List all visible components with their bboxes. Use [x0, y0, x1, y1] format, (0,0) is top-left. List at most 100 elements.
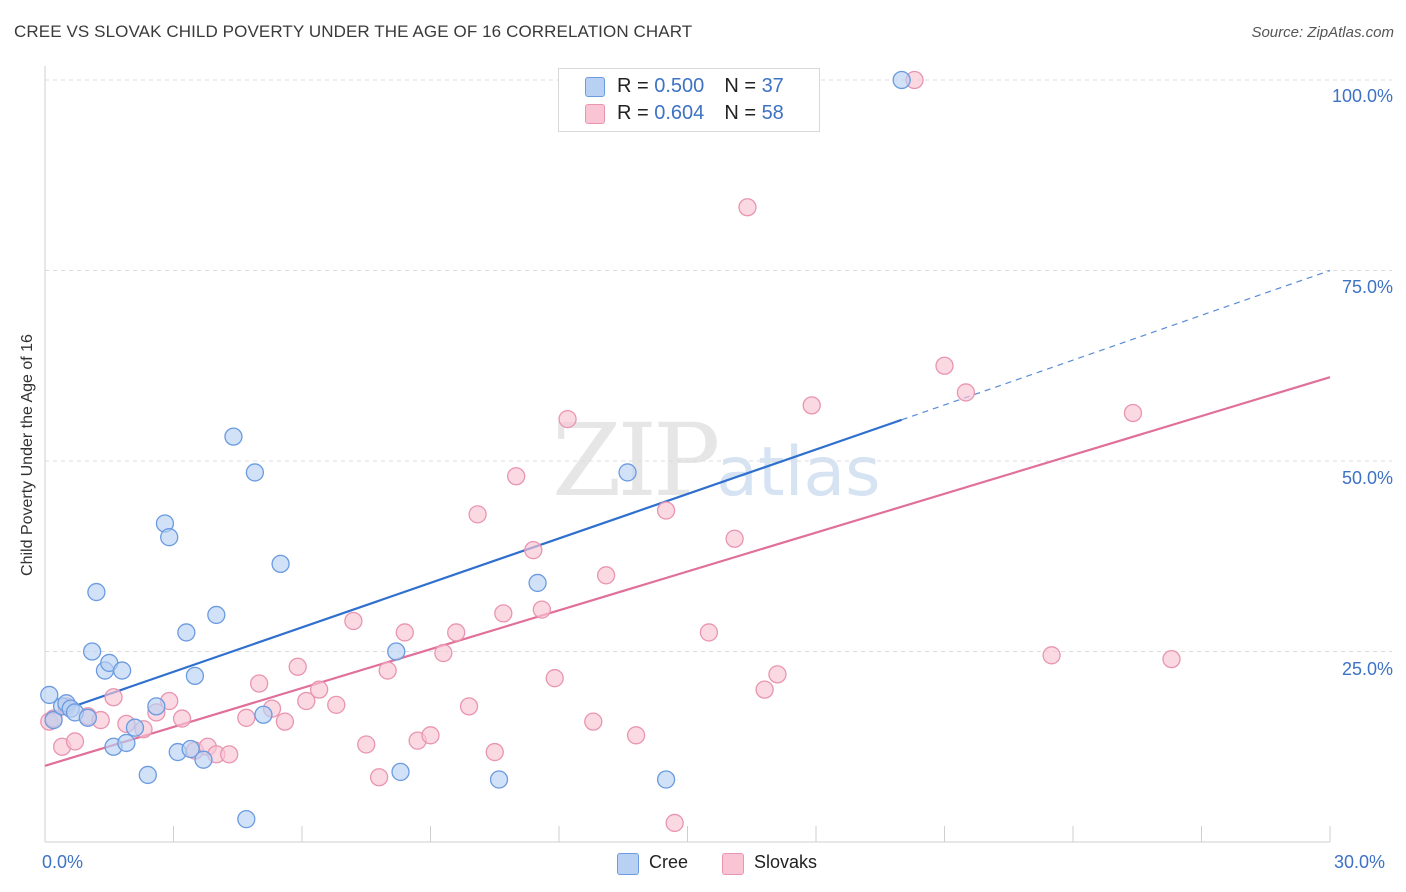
cree-point-26: [237, 809, 256, 829]
watermark: ZIPatlas: [552, 402, 881, 519]
slovak-point-51: [755, 680, 774, 699]
bottom-legend-label-slovaks: Slovaks: [754, 852, 818, 872]
bottom-legend-label-cree: Cree: [649, 852, 689, 872]
trend-line-cree: [44, 418, 903, 718]
y-tick-label-25: 25.0%: [1341, 659, 1393, 679]
slovak-point-35: [468, 505, 487, 524]
slovak-point-21: [288, 657, 307, 676]
slovak-point-44: [596, 566, 616, 585]
slovak-point-52: [768, 665, 787, 684]
cree-point-25: [224, 427, 243, 446]
slovak-point-58: [1123, 403, 1143, 423]
cree-point-24: [207, 605, 226, 625]
slovak-point-25: [344, 611, 363, 631]
cree-point-34: [618, 463, 637, 482]
legend-r-label: R =: [617, 102, 655, 124]
slovak-point-20: [275, 712, 295, 731]
legend-n-value-slovaks: 58: [761, 102, 784, 124]
slovak-point-4: [65, 732, 85, 751]
legend-swatch-cree: [585, 77, 605, 97]
slovak-point-26: [357, 735, 376, 754]
source-label: Source: ZipAtlas.com: [1251, 24, 1394, 41]
slovak-point-16: [220, 745, 239, 764]
cree-point-14: [125, 718, 145, 737]
slovak-point-27: [369, 768, 389, 787]
slovak-point-17: [237, 708, 256, 727]
cree-point-27: [245, 463, 265, 482]
slovak-point-48: [699, 623, 719, 642]
cree-point-29: [271, 554, 290, 574]
slovak-point-55: [935, 356, 954, 375]
slovak-point-53: [802, 396, 821, 415]
cree-point-28: [254, 705, 273, 724]
cree-point-35: [656, 770, 676, 789]
slovak-point-40: [532, 600, 552, 619]
slovak-point-57: [1042, 646, 1061, 665]
slovak-point-47: [665, 813, 684, 833]
slovak-point-7: [104, 688, 123, 707]
slovak-point-28: [378, 661, 397, 680]
legend-swatch-slovaks: [585, 104, 605, 124]
cree-point-7: [82, 642, 102, 661]
watermark-zip: ZIP: [552, 402, 720, 519]
cree-point-22: [185, 666, 205, 686]
chart-title: CREE VS SLOVAK CHILD POVERTY UNDER THE A…: [14, 22, 693, 41]
cree-point-33: [528, 573, 547, 593]
cree-point-13: [117, 733, 136, 753]
cree-point-23: [194, 750, 213, 769]
slovak-point-29: [395, 623, 414, 642]
cree-point-18: [160, 528, 179, 547]
cree-point-36: [892, 70, 911, 90]
cree-point-1: [44, 710, 63, 730]
cree-point-31: [391, 762, 410, 782]
cree-point-12: [112, 661, 132, 680]
cree-point-20: [177, 623, 196, 642]
axes: [44, 66, 1331, 843]
x-tick-label-min: 0.0%: [42, 852, 84, 872]
x-tick-label-max: 30.0%: [1334, 852, 1386, 872]
slovak-point-46: [656, 501, 676, 520]
slovak-point-33: [447, 623, 466, 642]
legend-r-label: R =: [617, 75, 655, 97]
grid-lines: [45, 79, 1392, 652]
slovak-point-23: [309, 680, 329, 699]
bottom-legend-swatch-slovaks: [722, 853, 744, 875]
cree-point-30: [387, 642, 406, 661]
cree-point-6: [78, 708, 97, 727]
trend-lines: [44, 269, 1331, 767]
slovak-point-22: [297, 691, 316, 711]
cree-point-16: [147, 697, 166, 716]
slovak-point-38: [507, 467, 526, 486]
bottom-legend-swatch-cree: [617, 853, 639, 875]
slovak-point-45: [626, 726, 646, 745]
y-tick-label-100: 100.0%: [1331, 86, 1393, 106]
slovak-point-32: [434, 643, 453, 663]
legend-n-label: N =: [724, 102, 762, 124]
slovak-point-34: [459, 697, 479, 716]
slovak-point-43: [584, 712, 603, 731]
slovak-point-24: [327, 695, 346, 714]
legend-n-label: N =: [724, 75, 762, 97]
slovak-point-42: [558, 409, 577, 429]
y-tick-label-50: 50.0%: [1341, 468, 1393, 488]
trend-line-slovaks: [44, 376, 1331, 767]
legend-n-value-cree: 37: [761, 75, 784, 97]
data-points: [40, 70, 1181, 833]
slovak-point-49: [725, 529, 744, 548]
slovak-point-59: [1162, 649, 1181, 669]
slovak-point-31: [421, 726, 440, 745]
cree-point-0: [40, 685, 59, 705]
slovak-point-39: [524, 541, 543, 560]
slovak-point-56: [956, 383, 976, 402]
slovak-point-50: [738, 198, 757, 217]
watermark-atlas: atlas: [716, 433, 881, 512]
slovak-point-41: [545, 669, 564, 688]
legend-r-value-cree: 0.500: [654, 75, 705, 97]
slovak-point-18: [250, 674, 269, 693]
slovak-point-37: [494, 604, 513, 623]
legend-r-value-slovaks: 0.604: [654, 102, 705, 124]
cree-point-21: [181, 739, 200, 759]
slovak-point-36: [485, 742, 504, 762]
y-tick-label-75: 75.0%: [1341, 277, 1393, 297]
